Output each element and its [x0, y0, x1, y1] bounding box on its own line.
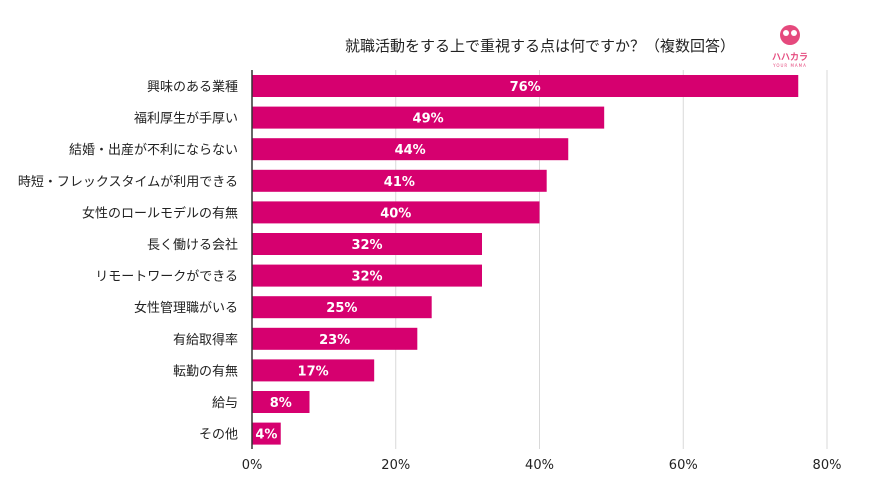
data-label: 17%: [298, 364, 329, 379]
bar: [252, 296, 432, 319]
category-label: リモートワークができる: [95, 270, 238, 285]
category-label: 結婚・出産が不利にならない: [69, 142, 238, 158]
category-label: 長く働ける会社: [147, 237, 238, 253]
category-label: 女性管理職がいる: [134, 300, 238, 316]
data-label: 32%: [351, 270, 382, 285]
category-label: 時短・フレックスタイムが利用できる: [18, 175, 238, 190]
category-label: 有給取得率: [173, 332, 238, 348]
bar: [252, 75, 799, 97]
data-label: 76%: [510, 80, 541, 95]
logo-mark-icon: [780, 25, 800, 45]
bar: [252, 201, 540, 224]
logo-mark-detail-right: [791, 30, 797, 36]
category-label: 給与: [212, 396, 238, 411]
grid-lines: [395, 70, 828, 449]
x-tick-label: 80%: [813, 458, 842, 473]
x-tick-label: 20%: [381, 458, 410, 473]
data-label: 40%: [380, 206, 411, 221]
data-label: 8%: [270, 396, 292, 411]
bar: [252, 264, 482, 287]
bars: 76% 49% 44% 41% 40% 32% 32% 25% 23% 17% 8% 4%: [252, 75, 799, 445]
x-tick-label: 60%: [669, 458, 698, 473]
bar: [252, 327, 418, 350]
bar: [252, 106, 605, 129]
data-label: 49%: [413, 112, 444, 127]
data-label: 44%: [395, 143, 426, 158]
category-label: その他: [199, 428, 238, 443]
category-label: 転勤の有無: [173, 364, 238, 379]
data-label: 32%: [351, 238, 382, 253]
category-label: 福利厚生が手厚い: [134, 112, 238, 127]
chart-title: 就職活動をする上で重視する点は何ですか？（複数回答）: [345, 37, 735, 55]
logo-subtext: YOUR MAMA: [772, 63, 807, 68]
axes: 0% 20% 40% 60% 80% 興味のある業種福利厚生が手厚い結婚・出産が不利になら…: [18, 70, 842, 473]
bar: [252, 169, 547, 192]
logo-text: ハハカラ: [772, 52, 808, 63]
data-label: 4%: [255, 428, 277, 443]
data-label: 23%: [319, 333, 350, 348]
x-tick-label: 40%: [525, 458, 554, 473]
bar: [252, 138, 569, 161]
category-label: 女性のロールモデルの有無: [82, 205, 238, 221]
category-label: 興味のある業種: [147, 79, 238, 95]
bar: [252, 391, 310, 413]
brand-logo: ハハカラ YOUR MAMA: [772, 25, 808, 68]
bar: [252, 233, 482, 255]
logo-mark-detail-left: [783, 30, 789, 36]
data-label: 25%: [326, 301, 357, 316]
bar: [252, 359, 375, 382]
data-label: 41%: [384, 175, 415, 190]
x-tick-label: 0%: [242, 458, 263, 473]
bar: [252, 422, 281, 445]
